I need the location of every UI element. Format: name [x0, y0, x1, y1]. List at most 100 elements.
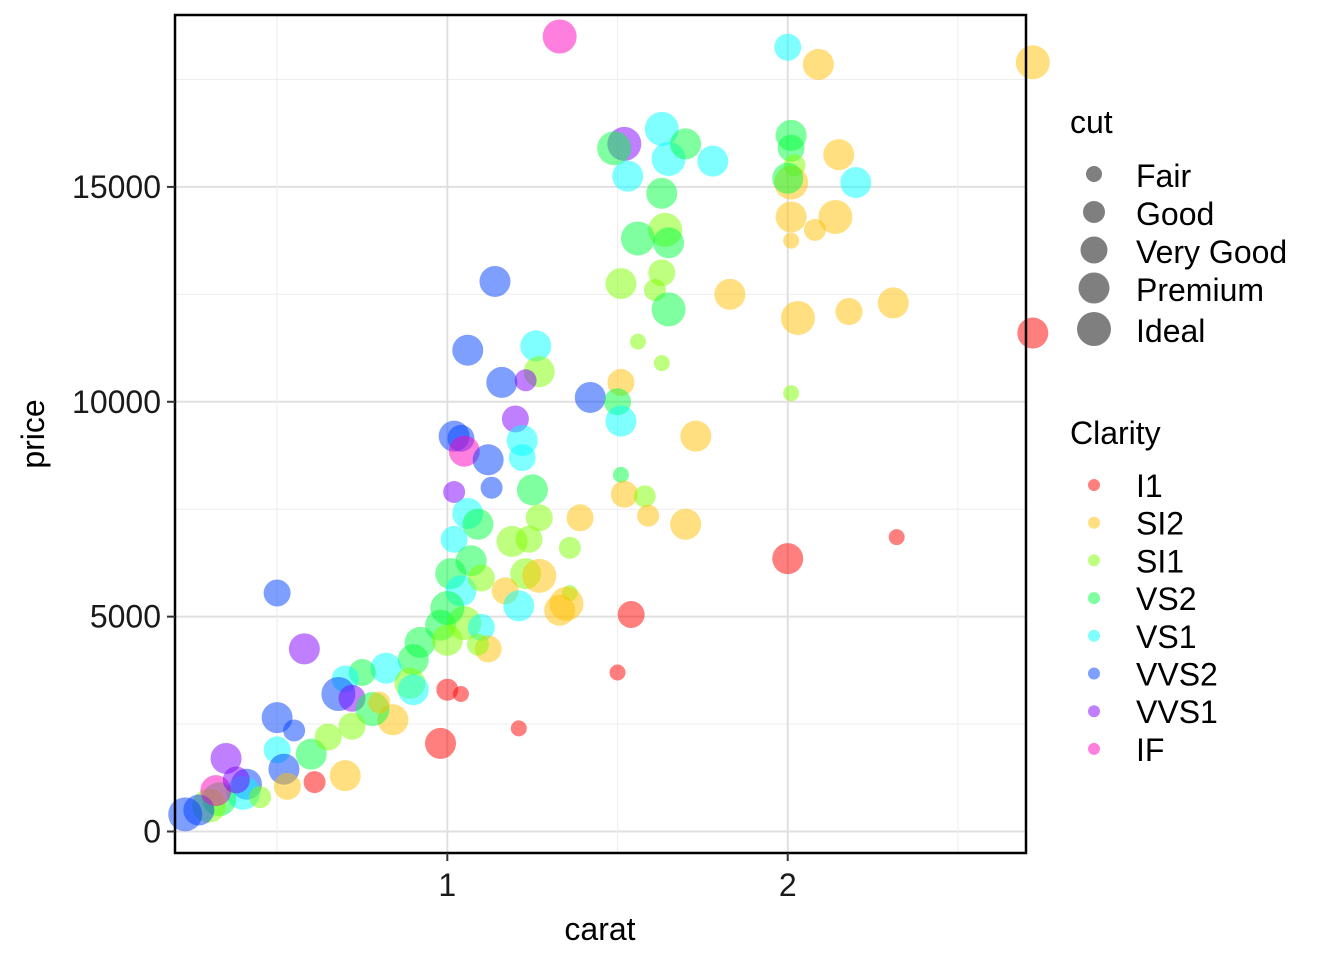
- legend-size-key: [1086, 166, 1102, 182]
- x-tick-label: 2: [779, 867, 797, 903]
- legend-size-label: Ideal: [1136, 313, 1205, 349]
- data-point: [651, 292, 686, 327]
- data-point: [772, 543, 804, 575]
- legend-size-key: [1078, 272, 1110, 304]
- data-point: [479, 265, 511, 297]
- data-point: [680, 420, 712, 452]
- data-point: [370, 652, 402, 684]
- data-point: [775, 201, 807, 233]
- data-point: [617, 600, 645, 628]
- data-point: [823, 139, 855, 171]
- data-point: [637, 504, 660, 527]
- data-point: [574, 381, 606, 413]
- data-point: [430, 591, 465, 626]
- legend-color-label: SI1: [1136, 543, 1184, 579]
- color-legend-title: Clarity: [1070, 415, 1161, 451]
- data-point: [467, 564, 495, 592]
- data-point: [1017, 317, 1049, 349]
- legend-color-label: VS2: [1136, 581, 1196, 617]
- data-point: [653, 355, 670, 372]
- data-point: [644, 111, 679, 146]
- data-point: [480, 476, 503, 499]
- data-point: [431, 624, 463, 656]
- data-point: [653, 227, 685, 259]
- data-points: [168, 19, 1050, 832]
- data-point: [436, 678, 459, 701]
- data-point: [1015, 45, 1050, 80]
- size-legend-title: cut: [1070, 104, 1113, 140]
- data-point: [508, 444, 536, 472]
- data-point: [633, 485, 656, 508]
- legend-color-key: [1088, 516, 1100, 529]
- data-point: [516, 474, 548, 506]
- data-point: [263, 579, 291, 607]
- data-point: [609, 664, 626, 681]
- data-point: [283, 719, 306, 742]
- y-axis-title: price: [15, 399, 51, 468]
- data-point: [329, 760, 361, 792]
- data-point: [368, 691, 391, 714]
- legend-color-key: [1088, 742, 1100, 755]
- data-point: [670, 128, 702, 160]
- data-point: [542, 19, 577, 54]
- data-point: [774, 33, 802, 61]
- data-point: [714, 278, 746, 310]
- legend-size-label: Fair: [1136, 158, 1191, 194]
- data-point: [783, 385, 800, 402]
- data-point: [288, 633, 320, 665]
- data-point: [515, 525, 543, 553]
- legend-color-key: [1088, 667, 1100, 680]
- data-point: [462, 508, 494, 540]
- data-point: [472, 444, 504, 476]
- data-point: [597, 131, 632, 166]
- legend-color-label: VS1: [1136, 619, 1196, 655]
- data-point: [168, 797, 203, 832]
- data-point: [397, 674, 429, 706]
- data-point: [780, 300, 815, 335]
- y-tick-label: 5000: [90, 599, 161, 635]
- data-point: [620, 221, 655, 256]
- data-point: [397, 644, 429, 676]
- data-point: [510, 720, 527, 737]
- data-point: [646, 177, 678, 209]
- x-tick-label: 1: [438, 867, 456, 903]
- data-point: [783, 232, 800, 249]
- data-point: [525, 504, 553, 532]
- data-point: [877, 287, 909, 319]
- data-point: [670, 508, 702, 540]
- legend-color-label: VVS2: [1136, 657, 1218, 693]
- data-point: [840, 167, 872, 199]
- legend-color-key: [1088, 705, 1100, 718]
- data-point: [888, 529, 905, 546]
- data-point: [338, 712, 366, 740]
- data-point: [486, 366, 518, 398]
- data-point: [772, 162, 804, 194]
- data-point: [520, 330, 552, 362]
- data-point: [697, 145, 729, 177]
- y-axis: 0 5000 10000 15000: [72, 169, 175, 850]
- data-point: [549, 586, 584, 621]
- legend-color-label: I1: [1136, 468, 1163, 504]
- data-point: [303, 771, 326, 794]
- data-point: [818, 199, 853, 234]
- legend-color-key: [1088, 592, 1100, 605]
- legend-size-key: [1080, 236, 1108, 264]
- legend-color-key: [1088, 629, 1100, 642]
- data-point: [443, 481, 466, 504]
- data-point: [514, 369, 537, 392]
- data-point: [448, 435, 480, 467]
- data-point: [610, 480, 638, 508]
- data-point: [452, 685, 469, 702]
- y-tick-label: 15000: [72, 169, 161, 205]
- data-point: [612, 160, 644, 192]
- data-point: [522, 558, 557, 593]
- legend-size-label: Very Good: [1136, 234, 1287, 270]
- plot-border: [173, 13, 1028, 855]
- data-point: [452, 334, 484, 366]
- y-tick-label: 0: [143, 814, 161, 850]
- data-point: [273, 772, 301, 800]
